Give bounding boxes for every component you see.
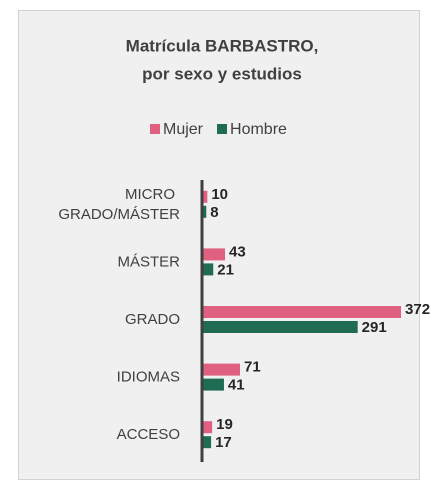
bar: [202, 363, 240, 376]
data-label: 43: [229, 243, 246, 260]
data-label: 17: [215, 434, 232, 451]
bar: [202, 248, 226, 261]
bar: [202, 321, 358, 333]
data-label: 19: [216, 416, 233, 433]
bar: [202, 421, 213, 434]
y-tick-label: MÁSTER: [117, 253, 180, 270]
data-label: 41: [228, 377, 245, 394]
bar: [202, 378, 224, 391]
legend-swatch: [217, 124, 228, 134]
y-tick-label: MICRO GRADO/MÁSTER: [58, 186, 180, 223]
chart-title: Matrícula BARBASTRO,: [126, 36, 319, 55]
chart-area: [18, 10, 420, 480]
data-label: 372: [405, 301, 430, 318]
data-label: 8: [210, 204, 218, 221]
bar: [202, 205, 207, 218]
y-tick-label: GRADO: [125, 311, 180, 328]
legend-label: Mujer: [163, 121, 204, 138]
bar: [202, 263, 214, 276]
bar: [202, 306, 402, 318]
legend-swatch: [150, 124, 160, 134]
y-tick-label: ACCESO: [117, 426, 180, 443]
y-tick-label: IDIOMAS: [117, 369, 180, 386]
bar: [202, 436, 212, 449]
legend-label: Hombre: [230, 121, 287, 138]
data-label: 10: [211, 186, 228, 203]
data-label: 291: [362, 319, 387, 336]
bar: [202, 190, 208, 203]
data-label: 21: [217, 261, 234, 278]
data-label: 71: [244, 359, 261, 376]
chart-title: por sexo y estudios: [142, 64, 302, 83]
